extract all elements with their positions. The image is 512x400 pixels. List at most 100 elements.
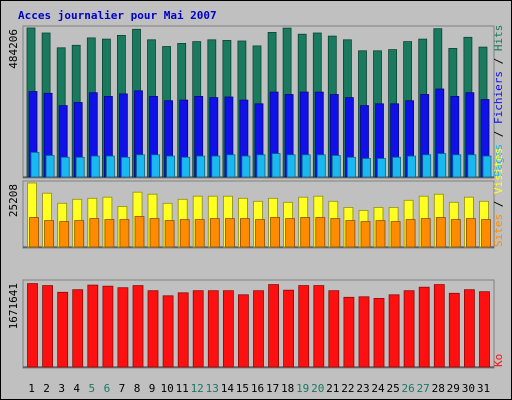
bar-ko-9 (147, 290, 159, 368)
max-label-ko: 1671641 (7, 283, 20, 329)
x-tick-label: 28 (432, 382, 445, 395)
bar-sites-20 (315, 217, 326, 248)
x-tick-label: 29 (447, 382, 460, 395)
bar-sites-5 (89, 218, 100, 248)
x-tick-label: 4 (73, 382, 80, 395)
bar-pages-5 (90, 155, 100, 178)
x-tick-label: 26 (401, 382, 414, 395)
x-tick-label: 27 (417, 382, 430, 395)
bar-pages-21 (331, 155, 341, 178)
bar-ko-31 (479, 291, 490, 368)
x-tick-label: 3 (58, 382, 65, 395)
ylabel-part-fichiers: Fichiers (492, 71, 505, 124)
ylabel-part-sites: Sites (492, 214, 505, 247)
panel-ko: 1671641 Ko (7, 279, 505, 369)
bar-ko-12 (192, 290, 204, 368)
x-tick-label: 22 (341, 382, 354, 395)
bar-pages-15 (241, 155, 251, 178)
bar-ko-25 (388, 294, 400, 368)
x-tick-label: 9 (149, 382, 156, 395)
bar-ko-6 (102, 285, 114, 368)
bar-sites-18 (285, 218, 296, 248)
panel-hits-files-pages: 484206 Pages / Fichiers / Hits (7, 25, 505, 179)
bar-ko-4 (72, 289, 84, 368)
bar-pages-13 (211, 155, 221, 178)
bar-ko-14 (222, 290, 234, 368)
bar-sites-14 (224, 218, 235, 248)
bar-sites-4 (74, 220, 85, 248)
bar-sites-7 (119, 219, 130, 248)
bar-ko-24 (373, 297, 385, 368)
x-tick-label: 7 (119, 382, 126, 395)
bar-ko-2 (42, 285, 53, 368)
bar-ko-3 (57, 291, 69, 368)
bar-pages-17 (271, 153, 281, 178)
ylabel-part-visites: Visites (492, 148, 505, 194)
bar-ko-26 (403, 290, 415, 368)
ylabel-separator: / (492, 51, 505, 71)
bar-pages-27 (422, 154, 432, 178)
bar-pages-26 (407, 155, 417, 178)
bar-ko-23 (358, 296, 370, 368)
bar-pages-4 (75, 156, 85, 178)
bar-sites-9 (149, 218, 160, 248)
x-tick-label: 18 (281, 382, 294, 395)
bar-sites-15 (239, 218, 250, 248)
ylabel-separator: / (492, 194, 505, 214)
bar-ko-16 (253, 290, 264, 368)
bar-pages-24 (377, 158, 386, 178)
bar-ko-8 (132, 285, 144, 368)
bar-pages-20 (316, 154, 326, 178)
x-axis-labels: 1 2 3 4 5 6 7 8 9 10 11 12 13 14 15 16 17 18 19 20 21 22 23 24 2… (28, 382, 490, 395)
x-tick-label: 2 (43, 382, 50, 395)
bar-sites-23 (360, 221, 371, 248)
bar-pages-29 (452, 154, 462, 178)
bar-sites-30 (465, 218, 476, 248)
bar-pages-11 (181, 156, 191, 178)
series-sites (29, 216, 491, 248)
bar-pages-16 (256, 154, 266, 178)
bar-sites-6 (104, 219, 115, 248)
bar-sites-17 (270, 217, 281, 248)
x-tick-label: 25 (386, 382, 399, 395)
bar-pages-9 (151, 154, 160, 178)
bar-ko-1 (27, 283, 38, 368)
ylabel-hits-files-pages: Pages / Fichiers / Hits (492, 25, 505, 177)
max-label-visites-sites: 25208 (7, 184, 20, 217)
bar-sites-1 (29, 217, 39, 248)
bar-ko-7 (117, 287, 129, 368)
bar-sites-29 (450, 219, 461, 248)
bar-ko-21 (328, 290, 340, 368)
bar-pages-14 (226, 154, 236, 178)
ylabel-part-pages: Pages (492, 144, 505, 177)
bar-pages-2 (45, 155, 55, 178)
bar-ko-18 (283, 289, 295, 368)
bar-sites-10 (164, 220, 175, 248)
ylabel-part-ko: Ko (492, 354, 505, 367)
bar-sites-21 (330, 218, 341, 248)
max-label-hits-files-pages: 484206 (7, 29, 20, 69)
x-tick-label: 24 (371, 382, 385, 395)
bar-pages-12 (196, 155, 206, 178)
x-tick-label: 17 (266, 382, 279, 395)
bar-ko-30 (463, 289, 475, 368)
bar-pages-1 (30, 151, 40, 178)
bar-sites-24 (375, 220, 386, 248)
x-tick-label: 14 (221, 382, 235, 395)
bar-ko-29 (448, 292, 460, 368)
bar-ko-5 (87, 284, 99, 368)
x-tick-label: 5 (88, 382, 95, 395)
bar-pages-22 (346, 156, 356, 178)
x-tick-label: 13 (206, 382, 219, 395)
bar-ko-11 (177, 292, 189, 368)
bar-ko-20 (313, 285, 325, 368)
chart-panels: 484206 Pages / Fichiers / Hits 25208 Sites … (7, 25, 505, 369)
bar-pages-23 (362, 158, 371, 178)
bar-sites-11 (179, 219, 190, 248)
series-ko (27, 283, 490, 368)
bar-sites-2 (44, 220, 54, 248)
bar-ko-19 (298, 285, 310, 368)
bar-ko-10 (162, 295, 174, 368)
x-tick-label: 6 (104, 382, 111, 395)
